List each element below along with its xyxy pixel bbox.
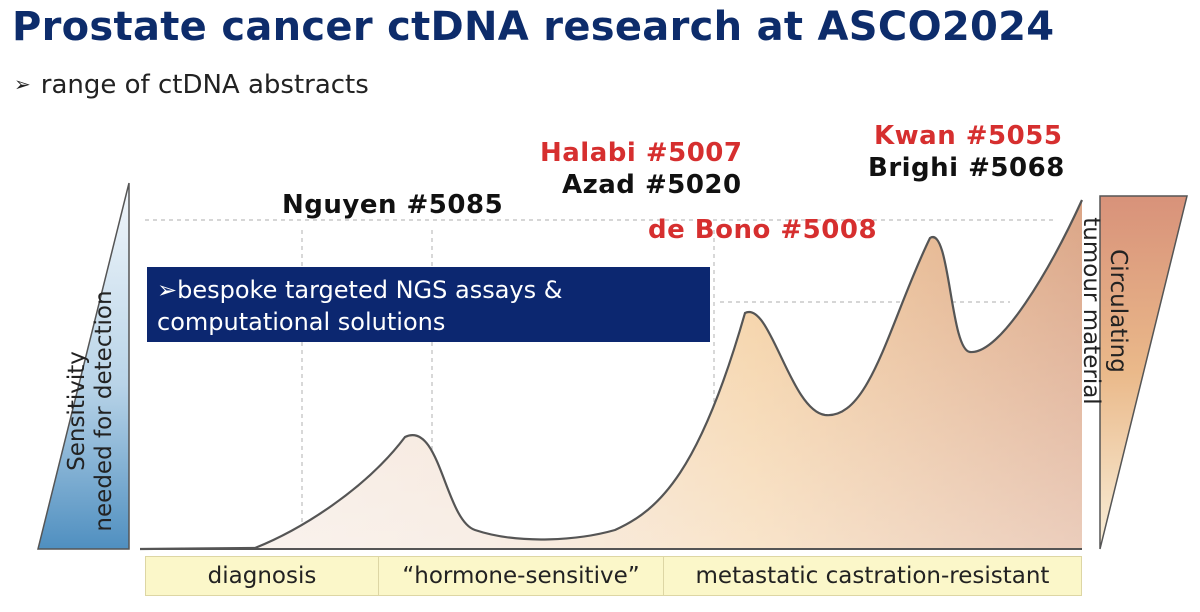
slide-title: Prostate cancer ctDNA research at ASCO20… <box>12 4 1055 50</box>
subtitle-bullet: ➢ range of ctDNA abstracts <box>14 70 369 100</box>
sensitivity-label-line-1: Sensitivity <box>64 351 90 471</box>
label-kwan: Kwan #5055 <box>874 121 1063 151</box>
sensitivity-wedge <box>37 182 130 550</box>
stage-mcrpc: metastatic castration-resistant <box>695 563 1050 589</box>
circulating-material-wedge <box>1099 195 1188 550</box>
sensitivity-label-line-2: needed for detection <box>91 290 117 532</box>
label-debono: de Bono #5008 <box>648 215 878 245</box>
stage-hormone-sensitive: “hormone-sensitive” <box>379 557 664 595</box>
label-halabi: Halabi #5007 <box>540 138 743 168</box>
callout-line-1: ➢bespoke targeted NGS assays & <box>157 276 563 304</box>
stage-diagnosis: diagnosis <box>146 557 379 595</box>
disease-stage-bar: diagnosis “hormone-sensitive” metastatic… <box>145 556 1082 596</box>
ctdna-curve-line <box>139 199 1084 551</box>
callout-line-2: computational solutions <box>157 308 446 336</box>
circulating-label-line-2: tumour material <box>1078 217 1104 405</box>
subtitle-text: range of ctDNA abstracts <box>40 70 369 100</box>
circulating-material-label: Circulating tumour material <box>1077 181 1131 441</box>
label-azad: Azad #5020 <box>562 170 742 200</box>
circulating-label-line-1: Circulating <box>1105 249 1131 373</box>
sensitivity-label: Sensitivity needed for detection <box>64 241 118 581</box>
arrow-bullet-icon: ➢ <box>14 72 31 96</box>
label-brighi: Brighi #5068 <box>868 153 1065 183</box>
label-nguyen: Nguyen #5085 <box>282 190 504 220</box>
ngs-callout-box: ➢bespoke targeted NGS assays & computati… <box>147 267 710 342</box>
